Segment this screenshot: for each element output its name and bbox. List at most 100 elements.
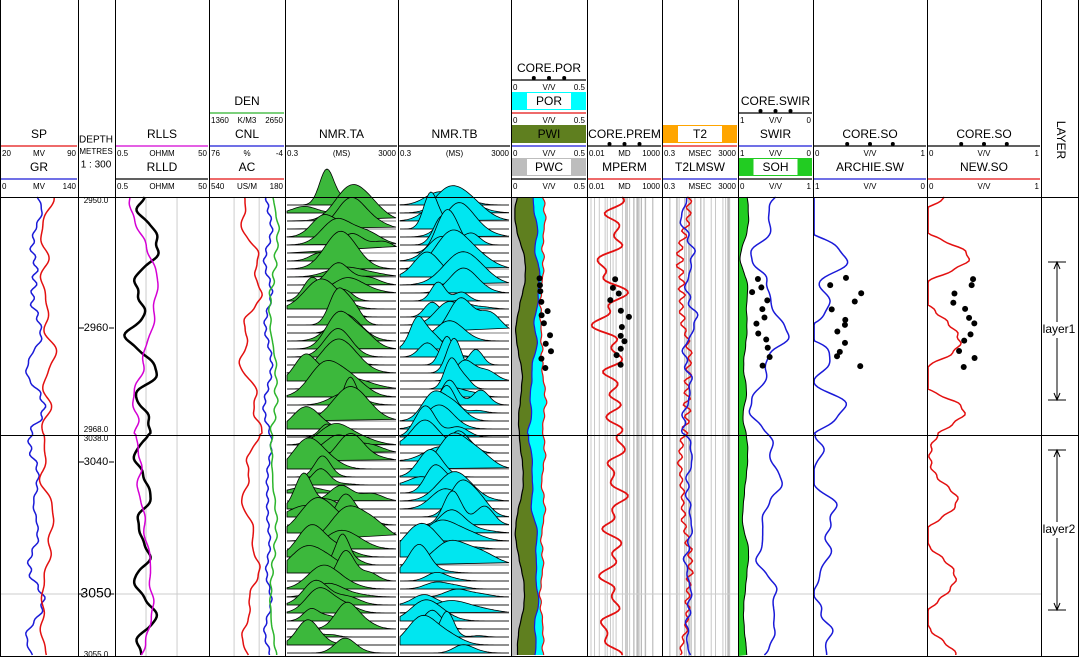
core-point [538, 298, 545, 305]
log-curve [268, 196, 281, 656]
log-fill [527, 197, 547, 655]
header-scale: MD [618, 149, 631, 158]
core-point [842, 274, 849, 281]
nmr-wave [286, 360, 397, 398]
header-scale: 0 [740, 182, 745, 191]
header-scale: 1 [921, 149, 926, 158]
header-scale: 1360 [211, 116, 229, 125]
header-name: NMR.TB [432, 127, 478, 141]
header-scale: 0 [513, 83, 518, 92]
header-scale: 50 [198, 182, 207, 191]
header-scale: V/V [769, 116, 783, 125]
core-point [834, 328, 841, 335]
core-point [540, 320, 547, 327]
core-point [962, 305, 969, 312]
header-scale: (MS) [446, 149, 464, 158]
header-scale: 0.3 [400, 149, 412, 158]
header-name: ARCHIE.SW [836, 160, 905, 174]
header-scale: 0 [807, 149, 812, 158]
core-point [538, 355, 545, 362]
core-point [857, 363, 864, 370]
header-scale: 0.01 [589, 182, 605, 191]
log-curve [25, 196, 47, 656]
core-point [766, 354, 773, 361]
core-point [537, 288, 544, 295]
core-point [764, 344, 771, 351]
core-point [618, 324, 625, 331]
core-point [841, 321, 848, 328]
header-name: CORE.POR [517, 61, 581, 75]
header-scale: V/V [543, 149, 557, 158]
header-label-box [527, 159, 571, 175]
header-name: AC [239, 160, 256, 174]
header-scale: 0 [929, 149, 934, 158]
layer-label-bg [1042, 322, 1076, 338]
header-scale: K/M3 [238, 116, 257, 125]
header-name: PWC [535, 160, 563, 174]
header-name: SWIR [760, 127, 792, 141]
header-scale: 3000 [718, 182, 736, 191]
header-scale: 0.3 [287, 149, 299, 158]
header-scale: 0.5 [117, 149, 129, 158]
header-dot [1004, 142, 1009, 146]
core-point [842, 316, 849, 323]
header-dot [773, 109, 778, 113]
header-name: NMR.TA [319, 127, 364, 141]
core-point [828, 306, 835, 313]
core-point [617, 307, 624, 314]
core-point [971, 355, 978, 362]
core-point [613, 352, 620, 359]
depth-label: 3040 [84, 456, 108, 468]
header-scale: MV [33, 182, 46, 191]
header-label-box [753, 159, 798, 175]
header-scale: V/V [543, 182, 557, 191]
header-scale: (MS) [333, 149, 351, 158]
core-point [612, 276, 619, 283]
core-point [967, 331, 974, 338]
log-curve [238, 196, 263, 656]
layer-label-bg [1042, 522, 1076, 538]
core-point [968, 282, 975, 289]
nmr-wave [399, 251, 510, 286]
header-scale: V/V [978, 149, 992, 158]
header-name: POR [536, 94, 562, 108]
core-point [753, 320, 760, 327]
header-name: CORE.SO [842, 127, 897, 141]
header-scale: 1 [1035, 182, 1040, 191]
core-point [542, 340, 549, 347]
header-scale: V/V [978, 182, 992, 191]
core-point [617, 361, 624, 368]
core-point [960, 363, 967, 370]
log-curve [526, 196, 541, 656]
header-scale: 1000 [642, 182, 660, 191]
log-curve [262, 196, 274, 656]
header-dot [637, 142, 642, 146]
header-scale: 0.5 [574, 83, 586, 92]
core-point [764, 297, 771, 304]
log-curve [514, 196, 527, 655]
core-point [621, 338, 628, 345]
header-scale: 1 [740, 116, 745, 125]
header-scale: 0 [513, 116, 518, 125]
header-name: SP [31, 127, 47, 141]
header-name: RLLS [147, 127, 177, 141]
header-name: MPERM [602, 160, 647, 174]
core-point [759, 362, 766, 369]
header-name: CNL [235, 127, 259, 141]
depth-label: 2968.0 [84, 425, 109, 434]
header-dot [959, 142, 964, 146]
log-curve [748, 196, 790, 656]
header-scale: V/V [769, 182, 783, 191]
header-scale: 3000 [491, 149, 509, 158]
header-name: RLLD [147, 160, 178, 174]
core-point [617, 332, 624, 339]
header-name: T2 [693, 127, 707, 141]
log-curve [927, 196, 971, 656]
layer-title: LAYER [1054, 121, 1068, 160]
depth-label: 3050 [80, 585, 111, 601]
header-scale: V/V [864, 182, 878, 191]
core-point [966, 314, 973, 321]
nmr-wave [286, 230, 397, 270]
header-scale: 0 [513, 149, 518, 158]
header-label-box [678, 126, 722, 142]
